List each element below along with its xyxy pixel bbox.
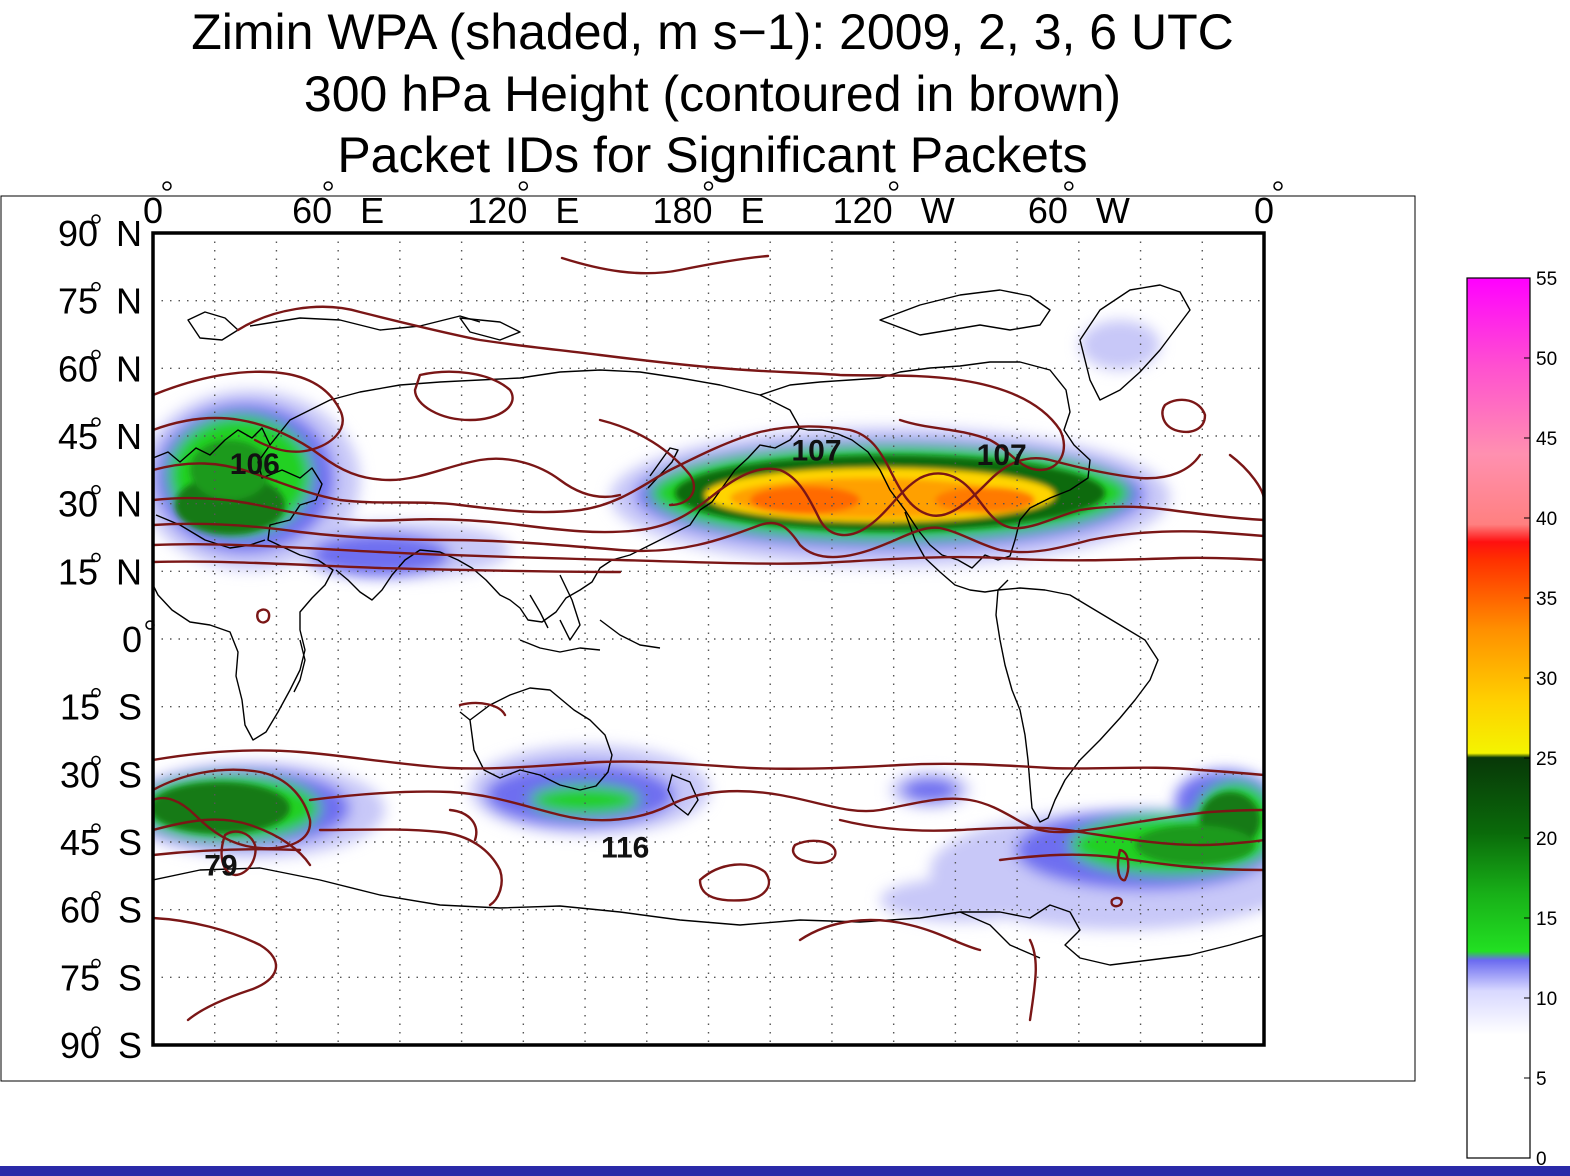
degree-symbol: [91, 1026, 101, 1036]
lon-label: 0: [1254, 190, 1274, 231]
packet-id-label: 107: [977, 439, 1027, 472]
lon-label: 60 E: [292, 190, 384, 231]
lat-label: 90 S: [60, 1025, 142, 1066]
degree-symbol: [888, 181, 899, 191]
degree-symbol: [91, 349, 101, 360]
colorbar-tick-label: 50: [1536, 349, 1557, 370]
lon-label: 120 E: [467, 190, 579, 231]
degree-symbol: [518, 181, 529, 191]
colorbar-tick-label: 10: [1536, 989, 1557, 1010]
lat-label: 60 S: [60, 890, 142, 931]
degree-symbol: [145, 620, 155, 630]
degree-symbol: [1064, 181, 1074, 191]
lat-label: 45 S: [60, 822, 142, 863]
colorbar-fill: [1466, 277, 1531, 1159]
lon-label: 180 E: [652, 190, 764, 231]
colorbar-tick-label: 15: [1536, 909, 1557, 930]
lat-label: 0: [122, 619, 142, 660]
colorbar-tick-label: 5: [1536, 1069, 1547, 1090]
wpa-light-south-east-tail: [880, 878, 1040, 922]
degree-symbol: [162, 181, 172, 191]
degree-symbol: [91, 958, 101, 969]
packet-id-label: 107: [791, 435, 841, 468]
colorbar-tick-label: 20: [1536, 829, 1557, 850]
degree-symbol: [1273, 181, 1283, 191]
degree-symbol: [323, 181, 333, 191]
packet-id-label: 106: [230, 448, 280, 481]
lon-label: 0: [143, 190, 163, 231]
title-line-3: Packet IDs for Significant Packets: [337, 127, 1088, 183]
title-line-1: Zimin WPA (shaded, m s−1): 2009, 2, 3, 6…: [191, 4, 1234, 60]
wpa-light-greenland: [1080, 320, 1160, 370]
bottom-bar: [0, 1166, 1570, 1176]
degree-symbol: [91, 687, 101, 698]
colorbar-tick-label: 35: [1536, 589, 1557, 610]
packet-id-label: 79: [204, 850, 237, 883]
degree-symbol: [703, 181, 714, 191]
colorbar-tick-label: 0: [1536, 1149, 1547, 1170]
packet-id-label: 116: [601, 832, 649, 865]
degree-symbol: [91, 417, 101, 427]
degree-symbol: [91, 890, 101, 901]
title-line-2: 300 hPa Height (contoured in brown): [303, 66, 1122, 122]
axes-box: [0, 195, 1416, 1082]
lon-label: 120 W: [833, 190, 955, 231]
colorbar-tick-label: 55: [1536, 269, 1557, 290]
degree-symbol: [91, 281, 101, 292]
lat-label: 15 S: [60, 687, 142, 728]
lat-label: 75 S: [60, 957, 142, 998]
degree-symbol: [91, 214, 101, 224]
colorbar-tick-label: 30: [1536, 669, 1557, 690]
packet-labels: 106 107 107 79 116: [204, 435, 1027, 883]
lon-label: 60 W: [1028, 190, 1130, 231]
longitude-labels: 0 60 E 120 E 180 E 120 W 60 W 0: [143, 181, 1283, 231]
degree-symbol: [91, 755, 101, 766]
colorbar-tick-label: 25: [1536, 749, 1557, 770]
degree-symbol: [91, 823, 101, 833]
degree-symbol: [91, 484, 101, 495]
height-contours: [153, 254, 1264, 1022]
lat-label: 30 S: [60, 754, 142, 795]
colorbar-tick-label: 40: [1536, 509, 1557, 530]
colorbar-tick-label: 45: [1536, 429, 1557, 450]
map-frame: [151, 231, 1266, 1047]
degree-symbol: [91, 552, 101, 563]
